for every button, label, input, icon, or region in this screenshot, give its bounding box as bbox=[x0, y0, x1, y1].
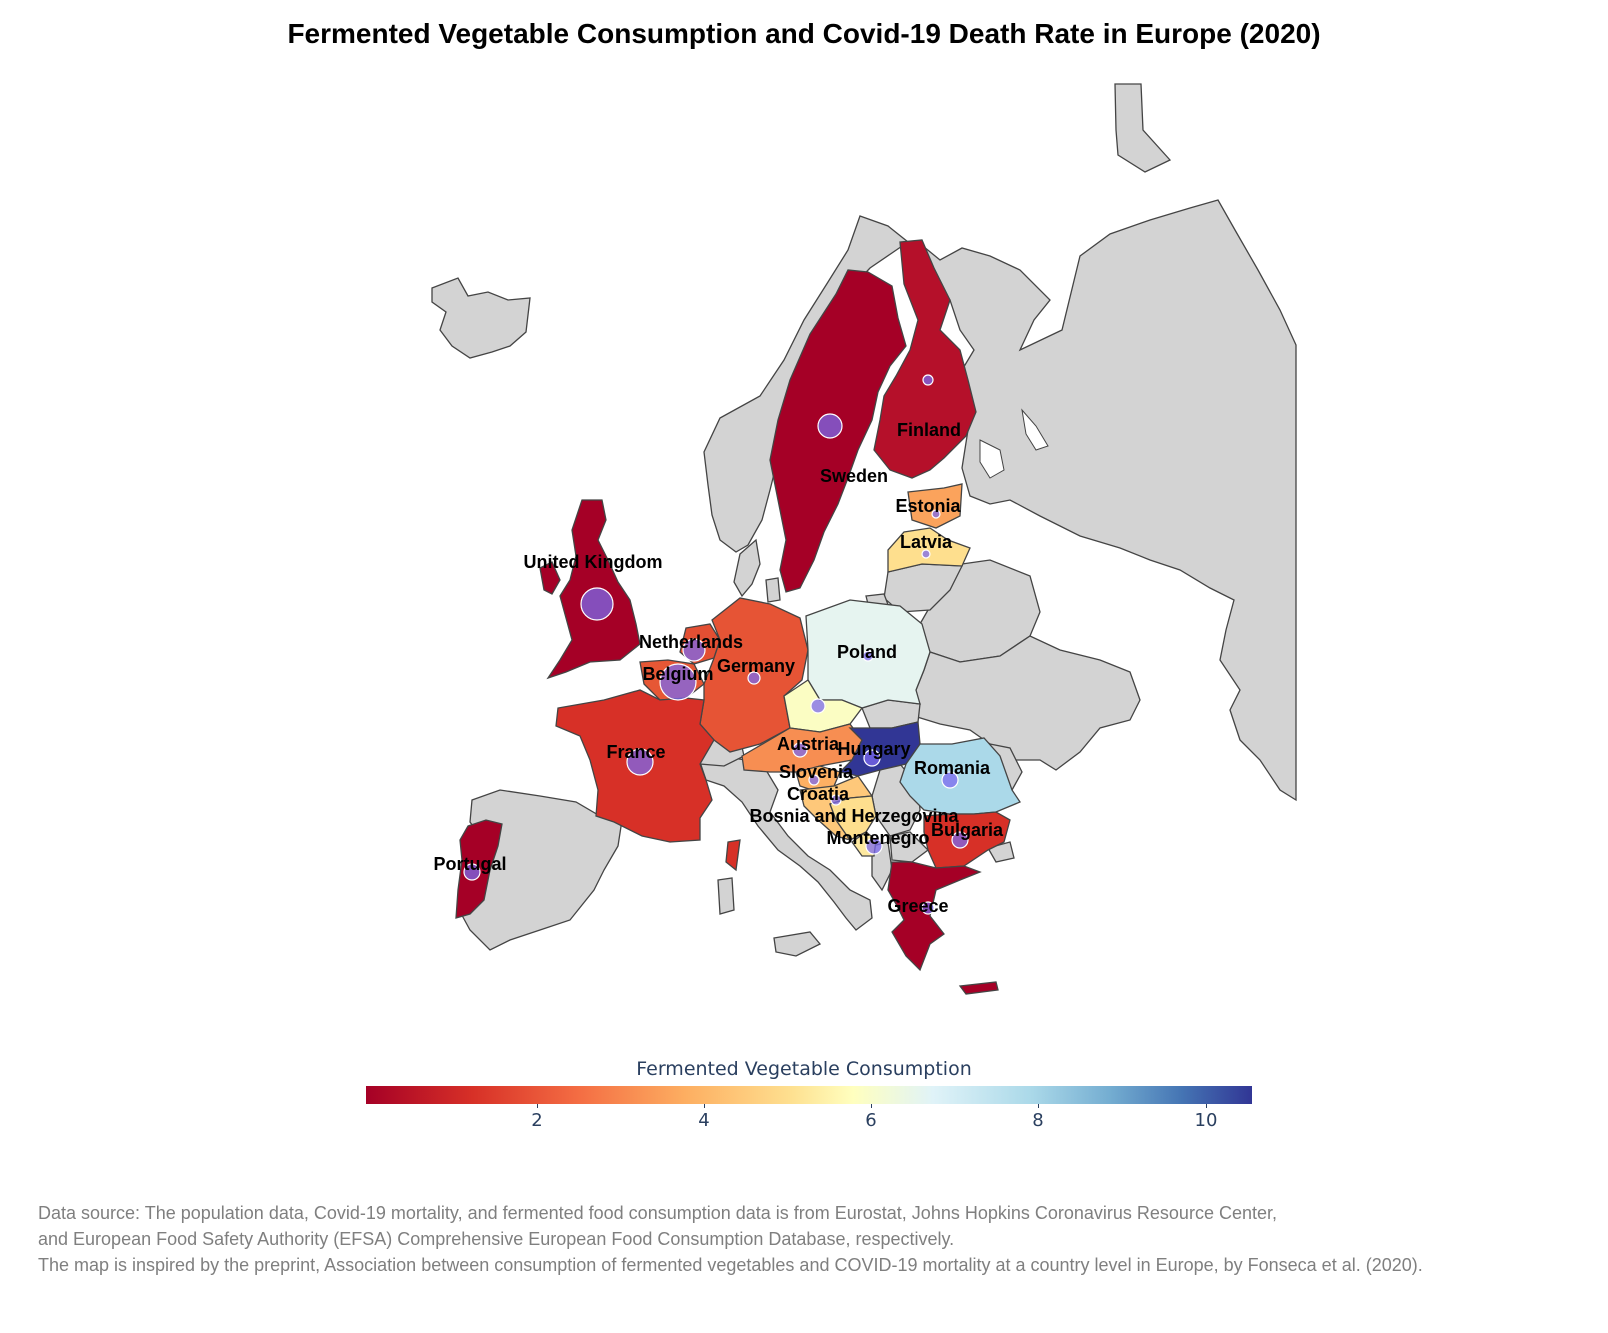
bubble-montenegro[interactable] bbox=[865, 837, 883, 855]
lake-ladoga-shape bbox=[979, 439, 1005, 479]
ukraine-shape bbox=[913, 635, 1141, 771]
footnote-line-3: The map is inspired by the preprint, Ass… bbox=[38, 1255, 1423, 1275]
bubble-romania[interactable] bbox=[941, 771, 959, 789]
colorbar-tick-2: 2 bbox=[531, 1110, 543, 1131]
country-bosnia[interactable] bbox=[829, 795, 877, 841]
country-romania[interactable] bbox=[899, 737, 1021, 815]
colorbar-tick-8: 8 bbox=[1032, 1110, 1044, 1131]
colorbar-title: Fermented Vegetable Consumption bbox=[636, 1058, 972, 1080]
bubble-bulgaria[interactable] bbox=[951, 831, 969, 849]
footnote-line-1: Data source: The population data, Covid-… bbox=[38, 1203, 1277, 1223]
label-romania: Romania bbox=[914, 758, 991, 778]
bubble-estonia[interactable] bbox=[931, 509, 941, 519]
label-bosnia: Bosnia and Herzegovina bbox=[749, 806, 959, 826]
death-rate-bubbles bbox=[463, 374, 969, 915]
russia-shape bbox=[917, 199, 1297, 802]
bubble-latvia[interactable] bbox=[921, 549, 931, 559]
country-labels: United Kingdom Sweden Finland Estonia La… bbox=[433, 420, 1003, 916]
colorbar-tick-6: 6 bbox=[865, 1110, 877, 1131]
label-germany: Germany bbox=[717, 656, 795, 676]
bubble-sweden[interactable] bbox=[817, 413, 843, 439]
label-montenegro: Montenegro bbox=[827, 828, 930, 848]
label-croatia: Croatia bbox=[787, 784, 850, 804]
no-data-countries bbox=[431, 83, 1297, 957]
bubble-finland[interactable] bbox=[922, 374, 934, 386]
bubble-belgium[interactable] bbox=[659, 663, 697, 701]
sardinia-shape bbox=[717, 877, 735, 915]
italy-shape bbox=[699, 755, 873, 931]
label-latvia: Latvia bbox=[900, 532, 953, 552]
macedonia-shape bbox=[889, 831, 929, 863]
label-poland: Poland bbox=[837, 642, 897, 662]
bubble-czechia[interactable] bbox=[810, 698, 826, 714]
denmark-island-shape bbox=[765, 577, 781, 603]
europe-map[interactable]: United Kingdom Sweden Finland Estonia La… bbox=[0, 0, 1608, 1050]
white-sea-shape bbox=[1021, 408, 1049, 451]
colorbar-tick-10: 10 bbox=[1194, 1110, 1218, 1131]
bubble-netherlands[interactable] bbox=[682, 638, 706, 662]
footnote-line-2: and European Food Safety Authority (EFSA… bbox=[38, 1229, 955, 1249]
country-ireland-part[interactable] bbox=[539, 561, 561, 595]
colorbar-tickmark bbox=[871, 1104, 872, 1108]
label-greece: Greece bbox=[887, 896, 948, 916]
svalbard-shape bbox=[1114, 83, 1172, 173]
bubble-united-kingdom[interactable] bbox=[580, 587, 614, 621]
label-united-kingdom: United Kingdom bbox=[524, 552, 663, 572]
colorbar bbox=[366, 1086, 1252, 1104]
colorbar-tickmark bbox=[1206, 1104, 1207, 1108]
label-belgium: Belgium bbox=[642, 664, 713, 684]
bubble-france[interactable] bbox=[626, 748, 654, 776]
country-estonia[interactable] bbox=[907, 483, 963, 529]
denmark-shape bbox=[733, 538, 761, 598]
footnote: Data source: The population data, Covid-… bbox=[38, 1200, 1423, 1278]
bubble-slovenia[interactable] bbox=[808, 774, 820, 786]
bubble-hungary[interactable] bbox=[863, 749, 881, 767]
country-finland[interactable] bbox=[873, 239, 977, 479]
label-slovenia: Slovenia bbox=[779, 762, 854, 782]
map-title: Fermented Vegetable Consumption and Covi… bbox=[287, 18, 1321, 49]
colorbar-tick-4: 4 bbox=[698, 1110, 710, 1131]
colorbar-tickmark bbox=[1038, 1104, 1039, 1108]
country-greece[interactable] bbox=[887, 861, 982, 972]
label-austria: Austria bbox=[777, 734, 840, 754]
label-portugal: Portugal bbox=[433, 854, 506, 874]
label-netherlands: Netherlands bbox=[639, 632, 743, 652]
country-crete[interactable] bbox=[958, 981, 999, 995]
label-bulgaria: Bulgaria bbox=[931, 820, 1004, 840]
country-corsica[interactable] bbox=[725, 839, 741, 872]
bubble-germany[interactable] bbox=[747, 671, 761, 685]
label-finland: Finland bbox=[897, 420, 961, 440]
bubble-greece[interactable] bbox=[921, 901, 935, 915]
bubble-austria[interactable] bbox=[792, 742, 808, 758]
colorbar-tickmark bbox=[704, 1104, 705, 1108]
bubble-portugal[interactable] bbox=[463, 863, 481, 881]
colorbar-tickmark bbox=[537, 1104, 538, 1108]
label-hungary: Hungary bbox=[837, 739, 910, 759]
label-france: France bbox=[606, 742, 665, 762]
country-hungary[interactable] bbox=[838, 721, 921, 777]
label-sweden: Sweden bbox=[820, 466, 888, 486]
country-latvia[interactable] bbox=[887, 527, 971, 573]
sicily-shape bbox=[773, 931, 822, 957]
iceland-shape bbox=[431, 277, 531, 359]
bubble-poland[interactable] bbox=[862, 650, 874, 662]
bubble-croatia[interactable] bbox=[830, 794, 842, 806]
label-estonia: Estonia bbox=[895, 496, 961, 516]
